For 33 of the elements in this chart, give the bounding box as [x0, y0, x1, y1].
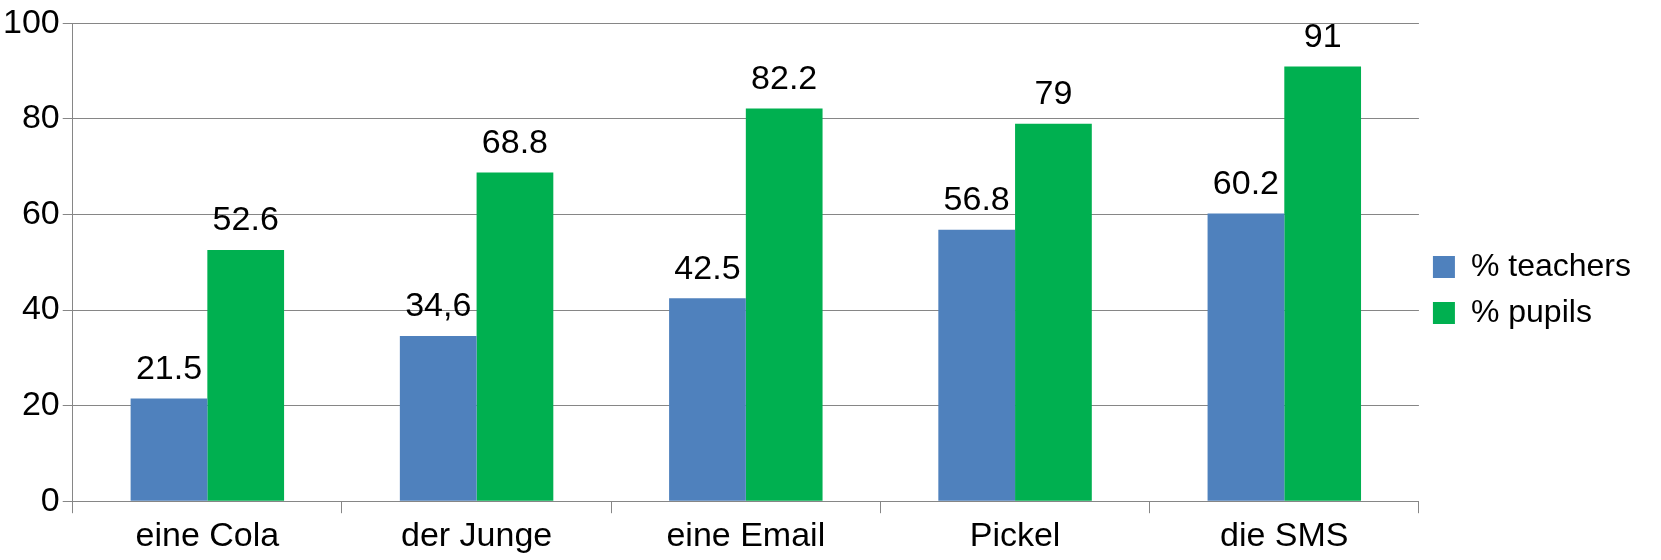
data-label: 60.2 [1212, 162, 1280, 201]
y-tick-label: 0 [40, 479, 60, 518]
data-label: 68.8 [481, 121, 549, 160]
legend-label: % pupils [1470, 292, 1592, 329]
bar [938, 229, 1016, 501]
x-tick-label: die SMS [1220, 514, 1349, 553]
y-tick-label: 60 [21, 192, 60, 231]
bar [207, 249, 285, 501]
data-label: 91 [1303, 15, 1342, 54]
bar [1207, 213, 1285, 501]
y-tick-label: 20 [21, 384, 60, 423]
x-tick-label: eine Email [666, 514, 826, 553]
y-tick-label: 100 [2, 1, 60, 40]
bar [745, 108, 823, 501]
data-label: 21.5 [135, 347, 203, 386]
data-label: 79 [1034, 73, 1073, 112]
x-tick-label: der Junge [400, 514, 553, 553]
data-label: 42.5 [674, 247, 741, 286]
data-label: 56.8 [943, 179, 1010, 218]
x-tick-label: eine Cola [135, 514, 280, 553]
bar [130, 398, 208, 501]
bar [1015, 123, 1092, 501]
bar [669, 298, 746, 501]
y-tick-label: 40 [21, 288, 60, 327]
data-label: 52.6 [212, 199, 279, 238]
bar [399, 335, 477, 501]
bar [1284, 66, 1362, 501]
bar [476, 172, 554, 501]
x-tick-label: Pickel [969, 514, 1061, 553]
data-label: 82.2 [751, 57, 818, 96]
y-tick-label: 80 [21, 97, 60, 136]
data-label: 34,6 [405, 285, 472, 324]
legend-label: % teachers [1470, 246, 1631, 283]
